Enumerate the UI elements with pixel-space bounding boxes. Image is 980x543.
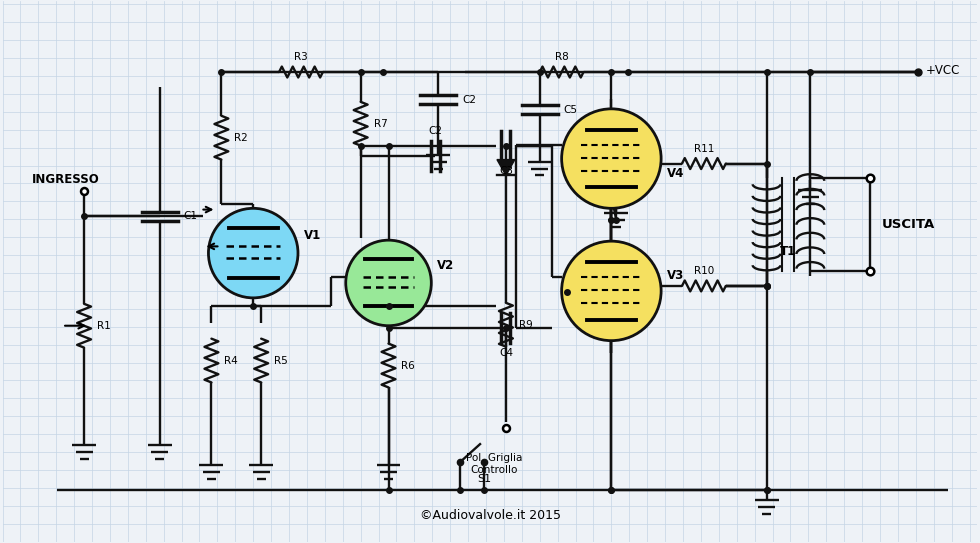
Text: C1: C1 xyxy=(183,211,198,222)
Text: R1: R1 xyxy=(97,321,111,331)
Text: R9: R9 xyxy=(518,320,532,330)
Text: R11: R11 xyxy=(694,143,714,154)
Text: V4: V4 xyxy=(667,167,684,180)
Text: T1: T1 xyxy=(780,245,797,258)
Text: C5: C5 xyxy=(564,105,577,115)
Text: USCITA: USCITA xyxy=(882,218,935,231)
Text: C4: C4 xyxy=(499,348,513,358)
Text: V3: V3 xyxy=(667,269,684,282)
Text: R4: R4 xyxy=(224,356,238,365)
Text: S1: S1 xyxy=(477,474,491,484)
Text: R5: R5 xyxy=(274,356,288,365)
Text: R8: R8 xyxy=(555,52,568,62)
Text: V1: V1 xyxy=(304,229,321,242)
Text: R6: R6 xyxy=(402,361,416,370)
Text: C3: C3 xyxy=(499,166,513,175)
Text: R2: R2 xyxy=(234,132,248,143)
Text: R7: R7 xyxy=(373,119,387,129)
Circle shape xyxy=(346,240,431,326)
Text: +VCC: +VCC xyxy=(926,64,960,77)
Text: ©Audiovalvole.it 2015: ©Audiovalvole.it 2015 xyxy=(419,509,561,522)
Circle shape xyxy=(562,109,662,209)
Text: Pol. Griglia
Controllo: Pol. Griglia Controllo xyxy=(466,453,522,475)
Text: R3: R3 xyxy=(294,52,308,62)
Circle shape xyxy=(209,209,298,298)
Text: C2: C2 xyxy=(428,125,442,136)
Circle shape xyxy=(562,241,662,340)
Text: V2: V2 xyxy=(437,260,455,273)
Text: INGRESSO: INGRESSO xyxy=(32,173,100,186)
Text: R10: R10 xyxy=(694,266,714,276)
Polygon shape xyxy=(497,160,514,175)
Text: C2: C2 xyxy=(463,95,476,105)
